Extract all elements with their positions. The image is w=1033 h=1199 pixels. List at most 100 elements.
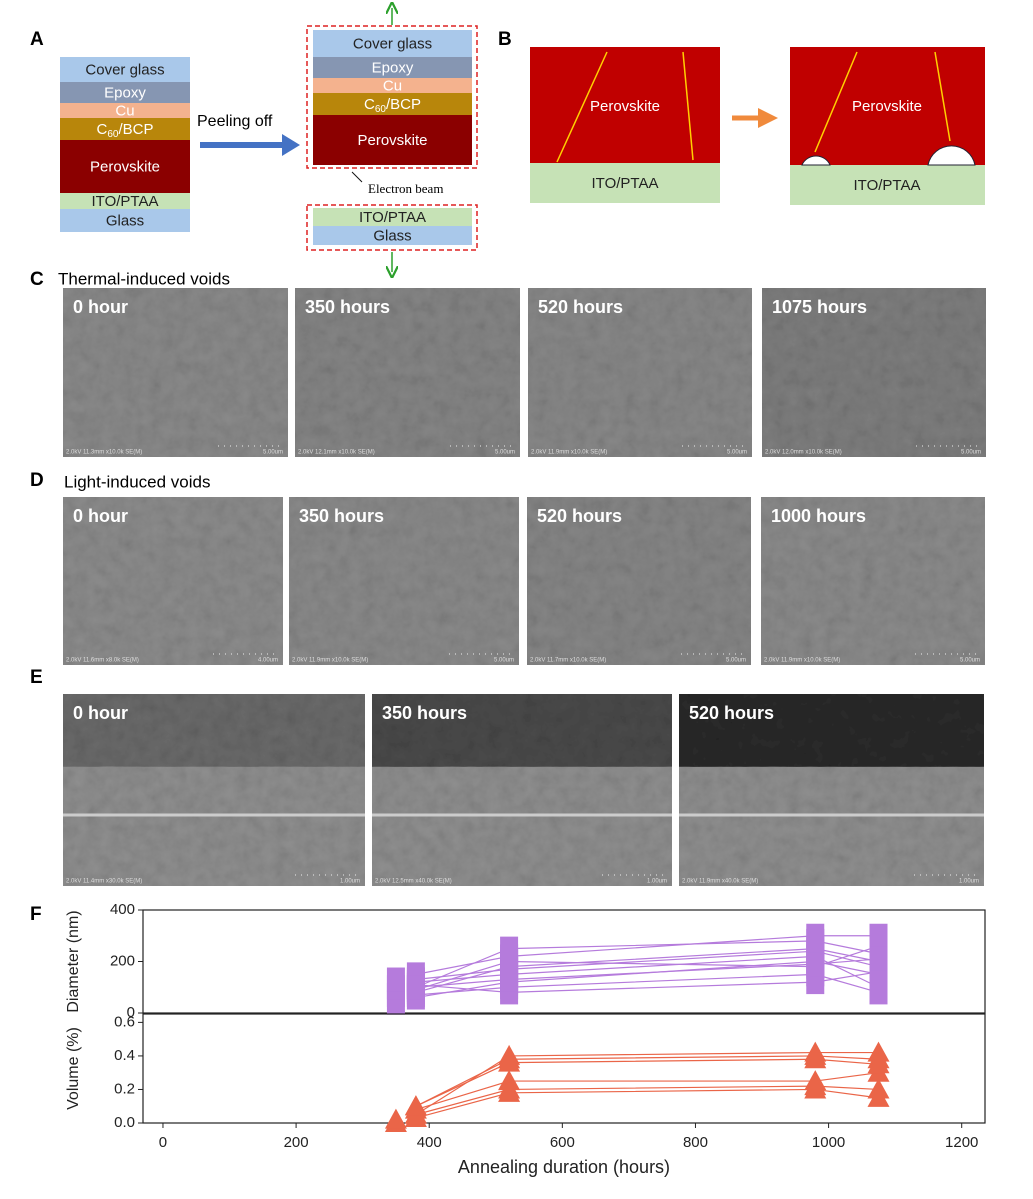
sem-image bbox=[295, 288, 520, 457]
layer-label-part: C bbox=[97, 121, 108, 138]
sem-image bbox=[289, 497, 519, 665]
series-line bbox=[415, 955, 879, 988]
y-tick-label: 400 bbox=[110, 901, 135, 918]
dashed-border bbox=[306, 25, 478, 169]
marker bbox=[384, 1108, 407, 1129]
layer-label-part: /BCP bbox=[386, 96, 421, 113]
y-tick-label: 0.6 bbox=[114, 1013, 135, 1030]
panel-label: E bbox=[30, 667, 43, 688]
image-scale: 1.00um bbox=[340, 879, 360, 885]
series-line bbox=[415, 1088, 879, 1119]
series-line bbox=[415, 948, 879, 993]
arrow-head bbox=[758, 108, 778, 128]
layer bbox=[313, 208, 472, 226]
layer-label-part: 60 bbox=[107, 129, 119, 140]
dashed-border bbox=[306, 204, 478, 251]
y-tick-label: 0.4 bbox=[114, 1047, 135, 1064]
peel-arrow-head bbox=[282, 134, 300, 156]
y-tick-label: 0.2 bbox=[114, 1080, 135, 1097]
grain-boundary bbox=[556, 51, 608, 163]
marker bbox=[386, 967, 405, 992]
image-label: 0 hour bbox=[73, 506, 128, 526]
series-line bbox=[415, 973, 879, 996]
marker bbox=[804, 1078, 827, 1099]
series-line bbox=[415, 950, 879, 981]
marker bbox=[869, 923, 888, 948]
image-scale: 1.00um bbox=[647, 879, 667, 885]
ito-layer bbox=[790, 165, 985, 205]
sem-image bbox=[528, 288, 752, 457]
image-meta: 2.0kV 12.0mm x10.0k SE(M) bbox=[765, 450, 842, 456]
sem-image bbox=[527, 497, 751, 665]
series-line bbox=[415, 935, 879, 975]
series-line bbox=[415, 1085, 879, 1116]
layer-label: Epoxy bbox=[104, 84, 146, 101]
x-tick-label: 800 bbox=[683, 1134, 708, 1151]
series-line bbox=[415, 1072, 879, 1111]
series-line bbox=[415, 971, 879, 994]
image-label: 1000 hours bbox=[771, 506, 866, 526]
image-label: 0 hour bbox=[73, 297, 128, 317]
sem-image bbox=[63, 288, 288, 457]
series-line bbox=[415, 958, 879, 988]
image-scale: 1.00um bbox=[959, 879, 979, 885]
image-label: 350 hours bbox=[382, 703, 467, 723]
image-scale: 5.00um bbox=[494, 658, 514, 664]
layer bbox=[313, 57, 472, 78]
marker bbox=[500, 967, 519, 992]
x-axis-label: Annealing duration (hours) bbox=[458, 1157, 670, 1177]
sem-image bbox=[63, 497, 283, 665]
image-scale: 5.00um bbox=[727, 450, 747, 456]
layer-label: Cover glass bbox=[85, 61, 164, 78]
image-scale: 5.00um bbox=[726, 658, 746, 664]
image-label: 350 hours bbox=[299, 506, 384, 526]
marker bbox=[806, 952, 825, 977]
marker bbox=[404, 1106, 427, 1127]
section-title: Thermal-induced voids bbox=[58, 269, 230, 288]
panel-label: A bbox=[30, 29, 44, 50]
layer-label: ITO/PTAA bbox=[854, 177, 921, 194]
layer-label: ITO/PTAA bbox=[592, 175, 659, 192]
image-label: 350 hours bbox=[305, 297, 390, 317]
section-title: Light-induced voids bbox=[64, 472, 210, 491]
layer-label: ITO/PTAA bbox=[359, 209, 426, 226]
layer bbox=[60, 82, 190, 103]
sem-film bbox=[679, 766, 984, 886]
marker bbox=[867, 1053, 890, 1074]
panel-label: C bbox=[30, 269, 44, 290]
beam-arrow bbox=[351, 171, 363, 183]
layer-label: Glass bbox=[106, 212, 144, 229]
void bbox=[801, 155, 831, 166]
image-meta: 2.0kV 11.9mm x10.0k SE(M) bbox=[764, 658, 840, 664]
image-label: 520 hours bbox=[537, 506, 622, 526]
layer-label: Cover glass bbox=[353, 35, 432, 52]
ito-layer bbox=[530, 163, 720, 203]
image-scale: 5.00um bbox=[263, 450, 283, 456]
series-line bbox=[415, 1055, 879, 1107]
marker bbox=[869, 980, 888, 1005]
layer-label-part: /BCP bbox=[118, 121, 153, 138]
void bbox=[927, 145, 976, 166]
panel-label: B bbox=[498, 29, 512, 50]
layer-label: C60/BCP bbox=[364, 96, 421, 115]
layer-label: Cu bbox=[115, 102, 134, 119]
series-line bbox=[415, 940, 879, 988]
series-line bbox=[415, 1058, 879, 1107]
layer bbox=[313, 78, 472, 93]
layer-label-part: C bbox=[364, 96, 375, 113]
series-line bbox=[415, 1051, 879, 1116]
layer bbox=[60, 193, 190, 209]
image-meta: 2.0kV 11.3mm x10.0k SE(M) bbox=[66, 450, 142, 456]
image-label: 520 hours bbox=[689, 703, 774, 723]
layer bbox=[60, 209, 190, 232]
marker bbox=[498, 1081, 521, 1102]
image-scale: 4.00um bbox=[258, 658, 278, 664]
x-tick-label: 400 bbox=[417, 1134, 442, 1151]
image-scale: 5.00um bbox=[960, 658, 980, 664]
layer-label: Perovskite bbox=[590, 98, 660, 115]
image-label: 520 hours bbox=[538, 297, 623, 317]
layer-label: C60/BCP bbox=[97, 121, 154, 140]
x-tick-label: 600 bbox=[550, 1134, 575, 1151]
image-meta: 2.0kV 11.9mm x10.0k SE(M) bbox=[292, 658, 368, 664]
